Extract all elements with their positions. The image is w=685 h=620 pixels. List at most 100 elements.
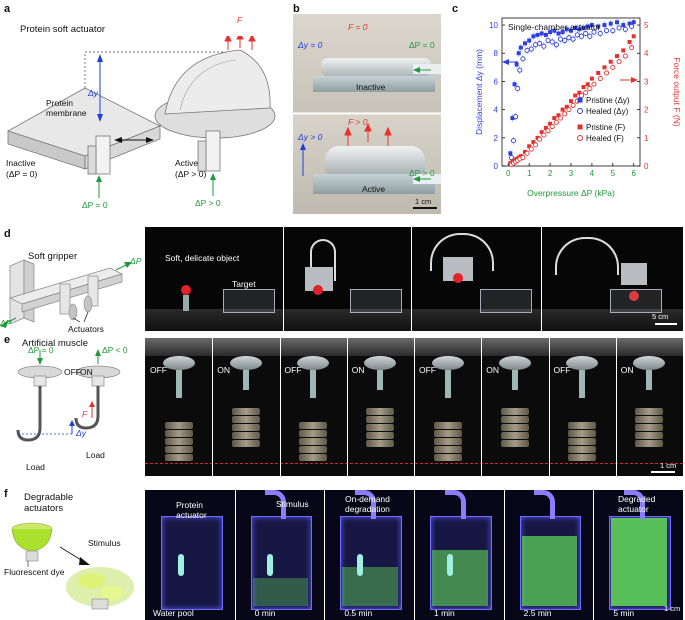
chart-point-0 xyxy=(523,41,527,46)
chart-point-1 xyxy=(513,114,519,120)
water-tank xyxy=(340,516,402,610)
muscle-load-disc xyxy=(366,408,395,415)
chart-point-1 xyxy=(583,30,589,37)
chart-point-2 xyxy=(527,144,532,149)
chart-point-1 xyxy=(557,36,564,42)
chart-point-2 xyxy=(543,125,548,130)
chart-point-3 xyxy=(532,142,539,148)
chart-point-0 xyxy=(535,32,540,37)
chart-xtick-label: 1 xyxy=(527,169,532,178)
muscle-frame-label: ON xyxy=(620,365,634,375)
chart-point-1 xyxy=(616,25,622,31)
muscle-load-disc xyxy=(299,422,328,429)
protein-actuator xyxy=(446,554,453,576)
degradation-on-demand: On-demand degradation xyxy=(345,494,390,514)
chart-point-3 xyxy=(622,53,628,59)
gripper-schematic xyxy=(0,259,132,328)
muscle-load-disc xyxy=(299,430,328,437)
chart-point-1 xyxy=(510,138,517,144)
fluorescent-dye-cloud xyxy=(342,567,398,606)
muscle-load-disc xyxy=(635,440,664,447)
chart-point-1 xyxy=(570,36,576,42)
chart-point-3 xyxy=(528,146,534,152)
muscle-load-disc xyxy=(366,440,395,447)
chart-point-3 xyxy=(537,136,543,142)
muscle-load-disc xyxy=(500,432,529,439)
chart-point-1 xyxy=(610,28,616,34)
chart-legend-label: Pristine (F) xyxy=(586,123,625,132)
chart-point-2 xyxy=(589,76,594,81)
chart-point-1 xyxy=(597,30,603,37)
chart-ytick-right-label: 5 xyxy=(644,21,649,30)
panel-e-title: Artificial muscle xyxy=(22,338,88,349)
chart-point-3 xyxy=(553,119,559,125)
chart-point-1 xyxy=(574,32,580,38)
chart-legend-label: Healed (F) xyxy=(586,134,624,143)
muscle-load-disc xyxy=(164,454,193,461)
chart-ytick-label: 2 xyxy=(494,134,499,143)
chart-point-0 xyxy=(516,51,521,56)
protein-actuator xyxy=(177,554,184,576)
panel-a-letter: a xyxy=(4,3,11,15)
chart-point-1 xyxy=(553,42,559,48)
muscle-load-disc xyxy=(500,416,529,423)
chart-point-2 xyxy=(596,70,601,75)
degradation-frame: 5 min xyxy=(593,490,683,620)
chart-point-0 xyxy=(518,45,523,50)
muscle-on-label: ON xyxy=(80,367,93,377)
chart-legend-marker xyxy=(577,135,583,141)
gripper-dp-left: ΔP xyxy=(0,318,12,328)
panel-a-active-cond: (ΔP > 0) xyxy=(175,169,207,179)
chart-point-0 xyxy=(608,21,613,26)
muscle-frame: OFF xyxy=(279,338,347,476)
chart-point-3 xyxy=(557,115,564,121)
chart-point-3 xyxy=(603,70,610,76)
chart-point-2 xyxy=(560,107,565,112)
muscle-frame-label: OFF xyxy=(419,365,436,375)
chart-ylabel: Displacement Δy (mm) xyxy=(474,49,484,135)
chart-point-0 xyxy=(585,24,590,29)
degradation-frame: 2.5 min xyxy=(503,490,594,620)
muscle-load-disc xyxy=(366,424,395,431)
degradation-frame-label: 5 min xyxy=(613,608,635,618)
fluorescent-dye-cloud xyxy=(432,549,488,606)
muscle-load-disc xyxy=(231,432,260,439)
chart-point-0 xyxy=(573,25,578,30)
fluorescent-dye-cloud xyxy=(521,535,578,606)
muscle-dy: Δy xyxy=(76,428,86,438)
muscle-load-disc xyxy=(299,438,328,445)
chart-ytick-label: 10 xyxy=(489,21,498,30)
muscle-load-disc xyxy=(568,430,597,437)
chart-point-3 xyxy=(545,128,551,134)
muscle-load-disc xyxy=(164,430,193,437)
chart-point-0 xyxy=(531,34,536,39)
chart-point-2 xyxy=(627,39,632,44)
chart-point-2 xyxy=(573,93,578,98)
chart-point-1 xyxy=(603,28,610,34)
muscle-load-disc xyxy=(433,422,462,429)
chart-point-0 xyxy=(589,23,594,28)
degradation-frame: 1 min xyxy=(414,490,504,620)
chart-point-0 xyxy=(514,62,519,67)
muscle-load-disc xyxy=(433,446,462,453)
photo-bottom-dy: Δy > 0 xyxy=(298,132,323,142)
chart-point-1 xyxy=(562,38,568,44)
muscle-frame: ON xyxy=(615,338,683,476)
degradation-frame-label: Water pool xyxy=(153,608,194,618)
muscle-load-disc xyxy=(433,438,462,445)
chart-point-2 xyxy=(608,59,613,64)
chart-point-3 xyxy=(541,132,547,138)
chart-point-2 xyxy=(539,130,544,135)
gripper-scale-bar: 5 cm xyxy=(652,312,669,321)
muscle-load-disc xyxy=(164,438,193,445)
chart-point-0 xyxy=(508,151,513,156)
chart-point-1 xyxy=(566,35,572,41)
chart-point-1 xyxy=(622,26,628,32)
chart-point-1 xyxy=(520,56,526,62)
chart-ytick-right-label: 0 xyxy=(644,162,649,171)
chart-point-2 xyxy=(621,48,626,53)
muscle-frame: OFF xyxy=(548,338,616,476)
muscle-off-label: OFF xyxy=(64,367,81,377)
panel-c-letter: c xyxy=(452,3,459,15)
